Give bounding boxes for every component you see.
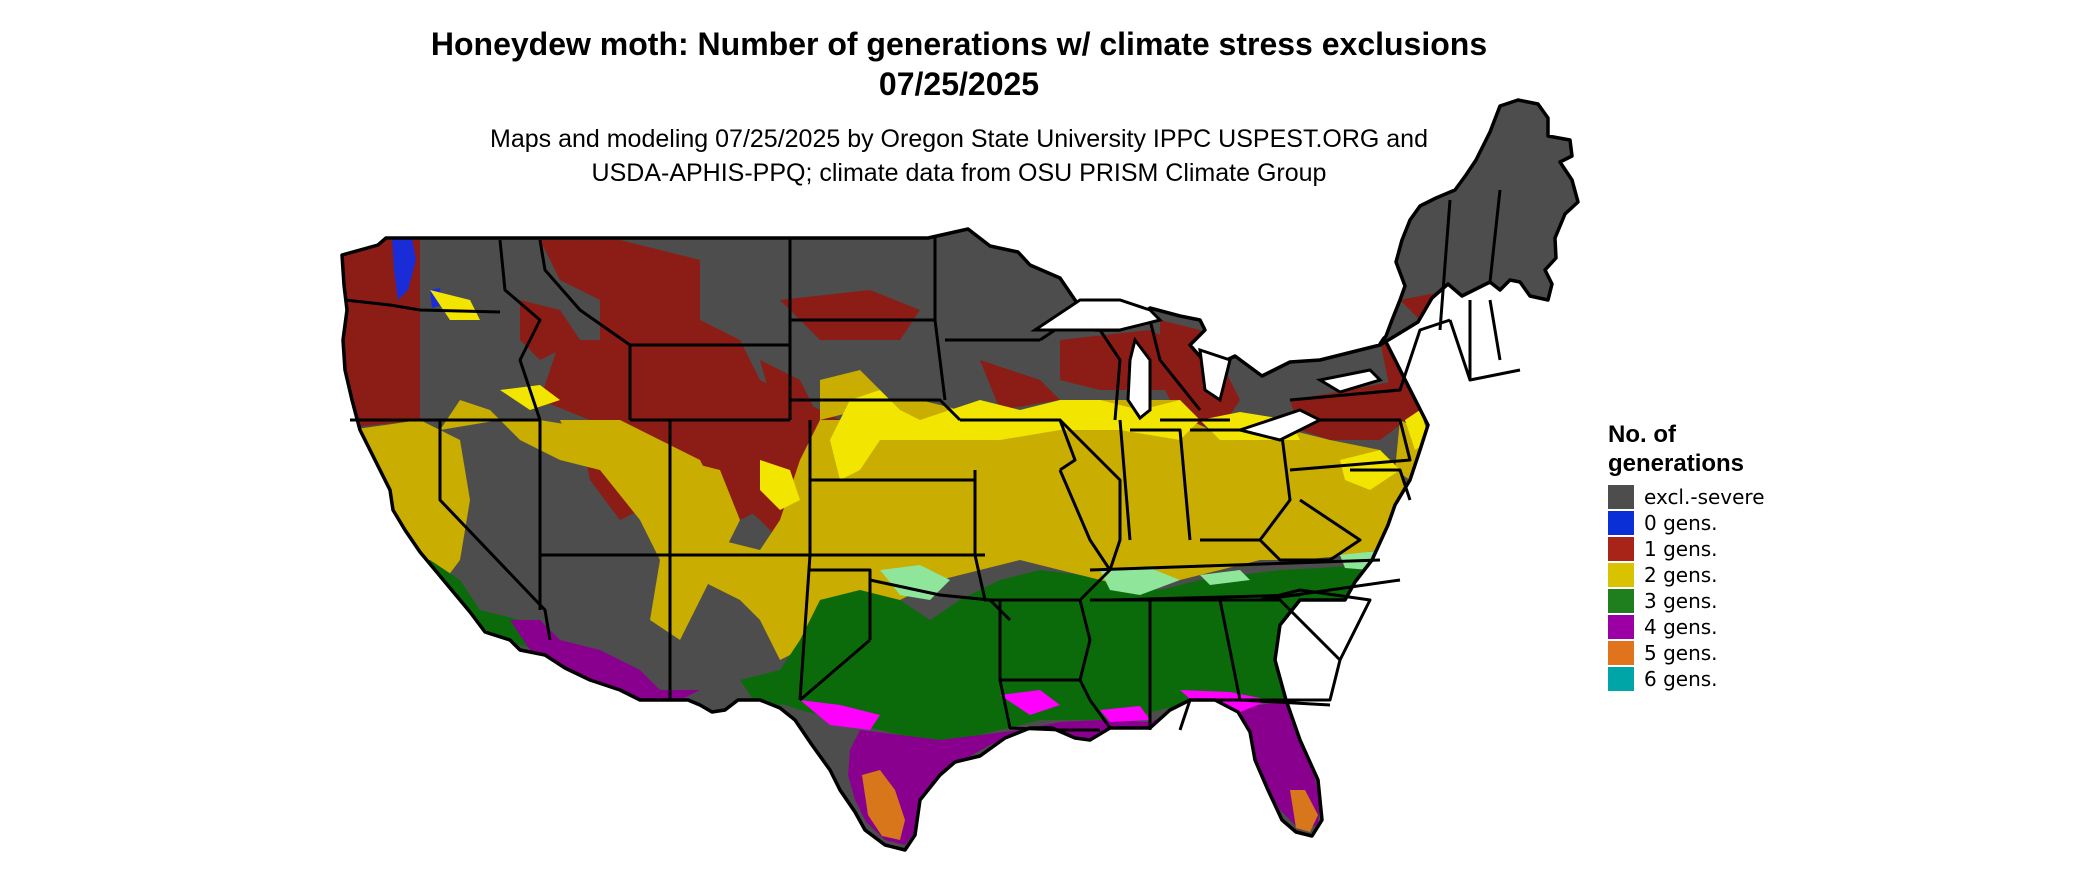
lake-erie [1234,408,1324,442]
purple-swatch [1608,615,1634,639]
legend-title: No. of generations [1608,420,1765,478]
legend-item: 1 gens. [1608,536,1765,562]
yellow-swatch [1608,563,1634,587]
map-legend: No. of generations excl.-severe 0 gens. 1 … [1608,420,1765,692]
great-lakes [1030,298,1383,442]
legend-title-line1: No. of [1608,421,1676,448]
legend-item: 6 gens. [1608,666,1765,692]
legend-item: excl.-severe [1608,484,1765,510]
national-boundary [340,98,1580,852]
red-swatch [1608,537,1634,561]
legend-item-label: 0 gens. [1644,511,1718,535]
legend-items: excl.-severe 0 gens. 1 gens. 2 gens. 3 gens.… [1608,484,1765,692]
blue-swatch [1608,511,1634,535]
lake-ontario [1315,368,1383,394]
legend-item: 4 gens. [1608,614,1765,640]
legend-item-label: 1 gens. [1644,537,1718,561]
lake-superior [1030,298,1163,332]
teal-swatch [1608,667,1634,691]
state-boundaries [344,189,1521,732]
gray-swatch [1608,485,1634,509]
orange-swatch [1608,641,1634,665]
legend-item-label: 6 gens. [1644,667,1718,691]
map-subtitle: Maps and modeling 07/25/2025 by Oregon S… [0,122,1918,190]
map-subtitle-line1: Maps and modeling 07/25/2025 by Oregon S… [490,125,1428,153]
legend-item: 0 gens. [1608,510,1765,536]
map-title-line1: Honeydew moth: Number of generations w/ … [430,26,1488,62]
legend-item-label: 5 gens. [1644,641,1718,665]
legend-item-label: 4 gens. [1644,615,1718,639]
lake-huron [1198,347,1232,403]
legend-item-label: 2 gens. [1644,563,1718,587]
legend-item: 3 gens. [1608,588,1765,614]
map-title-date: 07/25/2025 [878,66,1040,102]
map-subtitle-line2: USDA-APHIS-PPQ; climate data from OSU PR… [591,159,1327,187]
legend-item: 5 gens. [1608,640,1765,666]
legend-item-label: excl.-severe [1644,485,1765,509]
legend-item-label: 3 gens. [1644,589,1718,613]
legend-title-line2: generations [1608,450,1745,477]
legend-item: 2 gens. [1608,562,1765,588]
green-swatch [1608,589,1634,613]
lake-michigan [1126,336,1152,421]
map-title: Honeydew moth: Number of generations w/ … [0,24,1918,104]
